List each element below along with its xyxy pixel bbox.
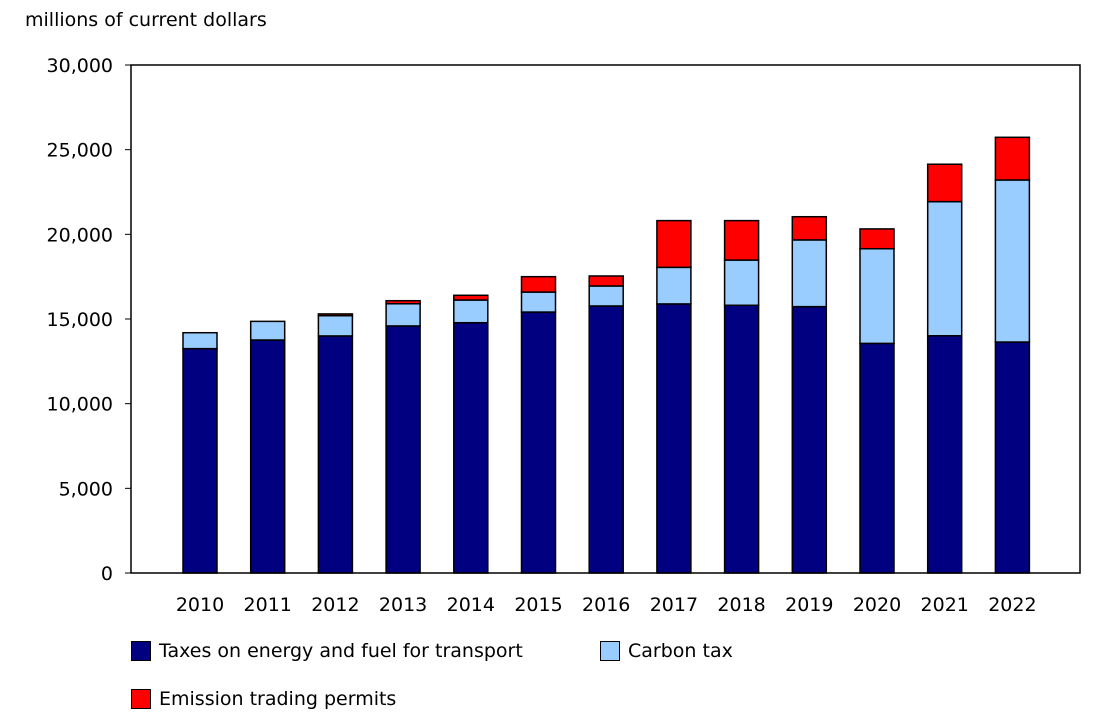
bar-2017-series-1 — [656, 266, 692, 305]
bar-2016-series-2 — [588, 275, 624, 287]
legend-label: Taxes on energy and fuel for transport — [159, 640, 523, 662]
y-tick-label: 10,000 — [47, 394, 113, 416]
bar-2013-series-2 — [385, 299, 421, 305]
bar-2012-series-1 — [317, 314, 354, 337]
bar-2019-series-2 — [791, 215, 828, 241]
x-tick-label: 2014 — [447, 594, 495, 616]
bar-2017-series-0 — [656, 303, 692, 574]
bar-2014-series-0 — [453, 321, 489, 574]
y-axis-label: millions of current dollars — [25, 9, 267, 31]
legend-label: Carbon tax — [628, 640, 733, 662]
bar-2021-series-0 — [926, 335, 963, 574]
legend-swatch-red — [131, 689, 151, 709]
bar-2017-series-2 — [656, 219, 692, 269]
bar-2016-series-0 — [588, 305, 624, 574]
x-tick-label: 2017 — [650, 594, 698, 616]
bar-2014-series-2 — [453, 294, 489, 301]
bar-2018-series-1 — [723, 259, 760, 307]
bar-2020-series-1 — [859, 247, 895, 345]
legend-swatch-lightblue — [600, 641, 620, 661]
legend-label: Emission trading permits — [159, 688, 397, 710]
y-tick-label: 0 — [101, 563, 113, 585]
bar-2013-series-1 — [385, 303, 421, 327]
x-tick-label: 2018 — [717, 594, 765, 616]
bar-2015-series-0 — [520, 311, 557, 574]
x-tick-label: 2010 — [176, 594, 224, 616]
bar-2015-series-2 — [520, 275, 557, 293]
bar-2016-series-1 — [588, 285, 624, 307]
bar-2018-series-2 — [723, 219, 760, 261]
bar-2020-series-2 — [859, 228, 895, 250]
x-tick-label: 2011 — [244, 594, 292, 616]
plot-frame — [130, 64, 1081, 574]
y-tick-label: 25,000 — [47, 140, 113, 162]
bar-2014-series-1 — [453, 299, 489, 324]
x-tick-label: 2015 — [514, 594, 562, 616]
bar-2012-series-0 — [317, 335, 354, 574]
x-tick-label: 2013 — [379, 594, 427, 616]
bar-2010-series-1 — [182, 331, 218, 350]
bar-2022-series-1 — [994, 179, 1031, 343]
bar-2011-series-1 — [249, 320, 286, 341]
bar-2010-series-0 — [182, 347, 218, 574]
bar-2019-series-0 — [791, 305, 828, 574]
bar-2021-series-1 — [926, 200, 963, 337]
legend-swatch-navy — [131, 641, 151, 661]
y-tick-label: 5,000 — [59, 478, 113, 500]
y-tick-label: 20,000 — [47, 224, 113, 246]
bar-2015-series-1 — [520, 291, 557, 313]
x-tick-label: 2012 — [311, 594, 359, 616]
bar-2018-series-0 — [723, 304, 760, 574]
x-tick-label: 2016 — [582, 594, 630, 616]
bar-2022-series-0 — [994, 341, 1031, 574]
bar-2013-series-0 — [385, 325, 421, 574]
bar-2012-series-2 — [317, 313, 354, 317]
legend-item-emission-permits: Emission trading permits — [131, 688, 396, 710]
bar-2011-series-0 — [249, 339, 286, 574]
y-tick-label: 30,000 — [47, 55, 113, 77]
legend-item-taxes-energy: Taxes on energy and fuel for transport — [131, 640, 523, 662]
y-tick-label: 15,000 — [47, 309, 113, 331]
x-tick-label: 2022 — [988, 594, 1036, 616]
bar-2021-series-2 — [926, 163, 963, 203]
legend-item-carbon-tax: Carbon tax — [600, 640, 733, 662]
x-tick-label: 2021 — [921, 594, 969, 616]
x-tick-label: 2019 — [785, 594, 833, 616]
bar-2022-series-2 — [994, 136, 1031, 181]
x-tick-label: 2020 — [853, 594, 901, 616]
bar-2019-series-1 — [791, 239, 828, 308]
bar-2020-series-0 — [859, 342, 895, 574]
